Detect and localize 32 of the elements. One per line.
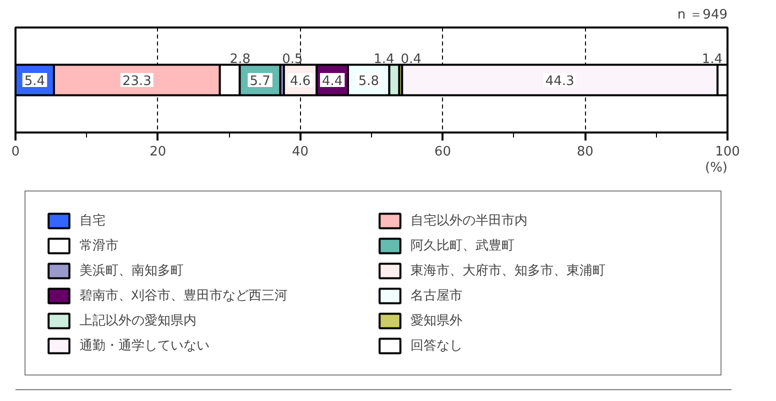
- data-label: 5.4: [24, 74, 46, 89]
- legend-label: 上記以外の愛知県内: [80, 312, 198, 329]
- x-tick-label: 20: [150, 144, 166, 160]
- legend-label: 愛知県外: [410, 312, 464, 329]
- legend-label: 自宅以外の半田市内: [410, 212, 528, 229]
- data-label: 5.7: [250, 74, 270, 89]
- x-tick-label: 40: [292, 144, 309, 160]
- x-tick-label: 80: [576, 144, 594, 160]
- legend-label: 回答なし: [410, 337, 464, 354]
- data-label: 23.3: [122, 74, 152, 89]
- legend-label: 自宅: [80, 212, 106, 229]
- data-label: 5.8: [358, 74, 379, 89]
- legend-label: 通勤・通学していない: [80, 337, 210, 354]
- x-tick-label: 100: [715, 144, 740, 160]
- data-label: 4.6: [290, 74, 311, 89]
- data-label: 0.5: [282, 52, 303, 67]
- data-label: 2.8: [230, 52, 250, 67]
- data-label: 4.4: [322, 74, 343, 89]
- data-label: 1.4: [374, 52, 394, 67]
- legend-label: 常滑市: [80, 237, 120, 254]
- x-tick-label: 0: [11, 144, 20, 160]
- data-label: 1.4: [702, 52, 723, 67]
- x-axis-title: (%): [705, 160, 728, 176]
- legend-label: 名古屋市: [410, 287, 464, 304]
- legend-label: 阿久比町、武豊町: [410, 237, 516, 254]
- text: n ＝949: [677, 8, 728, 22]
- legend-label: 碧南市、刈谷市、豊田市など西三河: [80, 287, 288, 304]
- data-label: 0.4: [400, 52, 422, 67]
- legend-label: 美浜町、南知多町: [80, 262, 184, 279]
- legend-label: 東海市、大府市、知多市、東浦町: [410, 262, 606, 279]
- data-label: 44.3: [545, 74, 574, 89]
- x-tick-label: 60: [434, 144, 451, 160]
